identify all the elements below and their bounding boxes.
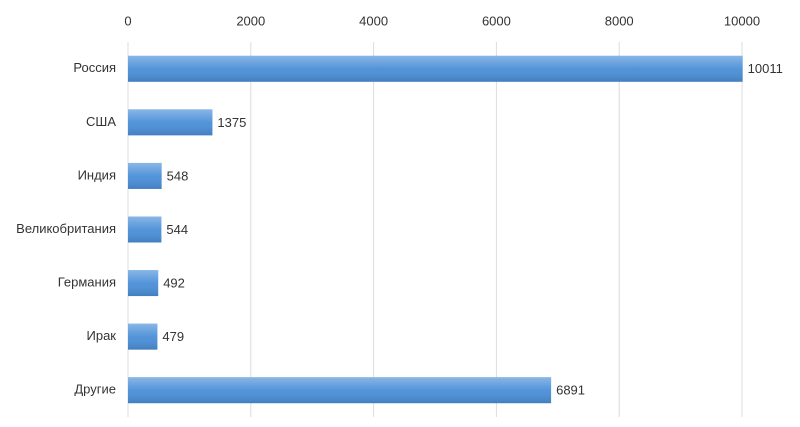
- x-tick-label: 4000: [359, 13, 388, 28]
- bar-shine: [128, 216, 162, 243]
- bar-shine: [128, 55, 743, 82]
- y-tick-label: Другие: [74, 382, 116, 397]
- value-label: 6891: [556, 383, 585, 398]
- y-tick-label: Россия: [73, 60, 116, 75]
- value-label: 1375: [217, 115, 246, 130]
- value-label: 544: [166, 222, 188, 237]
- bar-shine: [128, 109, 213, 136]
- value-label: 479: [162, 329, 184, 344]
- y-tick-label: Ирак: [87, 328, 117, 343]
- value-label: 548: [167, 168, 189, 183]
- bar-shine: [128, 377, 552, 404]
- x-tick-label: 0: [124, 13, 131, 28]
- value-label: 10011: [748, 61, 783, 76]
- x-tick-label: 10000: [724, 13, 760, 28]
- y-tick-label: США: [86, 114, 116, 129]
- x-tick-label: 2000: [236, 13, 265, 28]
- bar-shine: [128, 270, 159, 297]
- bar-shine: [128, 323, 158, 350]
- x-tick-label: 6000: [482, 13, 511, 28]
- bar-shine: [128, 162, 162, 189]
- x-tick-label: 8000: [605, 13, 634, 28]
- value-label: 492: [163, 276, 185, 291]
- y-tick-label: Великобритания: [16, 221, 116, 236]
- y-tick-label: Индия: [78, 167, 116, 182]
- y-tick-label: Германия: [58, 275, 116, 290]
